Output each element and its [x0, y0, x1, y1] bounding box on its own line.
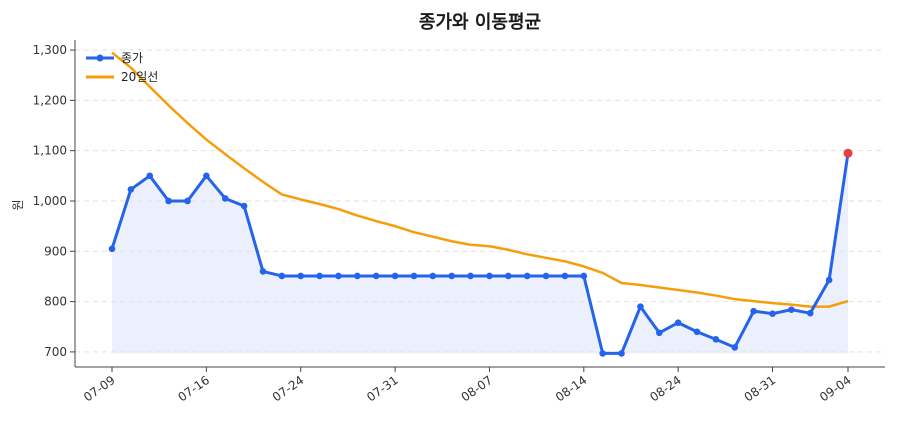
series-layer: [108, 51, 853, 357]
close-point: [825, 276, 833, 284]
y-axis-label: 원: [11, 199, 25, 210]
close-point: [561, 272, 569, 280]
close-point: [693, 328, 701, 336]
y-tick-label: 900: [44, 244, 67, 258]
close-point: [108, 245, 116, 253]
close-point: [599, 350, 606, 357]
close-point: [523, 272, 531, 280]
x-tick-label: 07-31: [364, 373, 401, 404]
x-tick-label: 07-09: [81, 373, 118, 404]
close-point: [259, 268, 267, 275]
close-point: [278, 272, 286, 280]
close-point: [580, 272, 588, 280]
close-point: [448, 272, 455, 280]
close-point: [240, 202, 248, 210]
close-point: [486, 272, 493, 280]
close-point: [769, 310, 776, 317]
fill-layer: [112, 153, 848, 354]
legend-label-close: 종가: [121, 51, 143, 65]
close-point: [731, 344, 739, 351]
x-tick-label: 09-04: [817, 373, 854, 404]
close-last-point: [843, 148, 853, 158]
x-tick-label: 07-24: [270, 373, 307, 404]
close-point: [372, 272, 380, 280]
close-point: [618, 350, 625, 357]
close-point: [806, 309, 814, 317]
ma20-line: [111, 51, 849, 308]
close-point: [542, 272, 550, 280]
y-tick-label: 800: [44, 295, 67, 309]
close-line: [110, 152, 850, 355]
close-point: [410, 272, 418, 280]
close-point: [184, 197, 191, 205]
close-point: [637, 303, 644, 310]
close-area-fill: [112, 153, 848, 354]
x-tick-label: 08-24: [647, 373, 684, 404]
close-point: [221, 195, 229, 202]
close-point: [165, 197, 172, 205]
y-tick-label: 1,200: [33, 93, 67, 107]
close-point: [391, 272, 399, 280]
close-point: [203, 172, 210, 180]
close-point: [505, 272, 512, 280]
close-point: [429, 272, 437, 280]
chart-title: 종가와 이동평균: [419, 12, 541, 33]
y-tick-label: 1,100: [33, 144, 67, 158]
legend: 종가 20일선: [86, 51, 158, 84]
close-point: [354, 272, 361, 280]
close-point: [750, 307, 757, 315]
x-tick-label: 08-14: [553, 373, 590, 404]
close-point: [297, 272, 305, 280]
y-tick-label: 700: [44, 345, 67, 359]
x-tick-label: 08-31: [742, 373, 779, 404]
y-tick-label: 1,000: [33, 194, 67, 208]
close-point: [788, 306, 795, 313]
close-point: [316, 272, 323, 280]
legend-label-ma20: 20일선: [121, 70, 158, 84]
x-tick-label: 07-16: [175, 373, 212, 404]
close-point: [127, 186, 135, 193]
close-point: [335, 272, 342, 280]
close-point: [467, 272, 474, 280]
close-point: [146, 172, 154, 180]
close-point: [655, 329, 663, 337]
close-point: [712, 336, 720, 343]
x-tick-label: 08-07: [459, 373, 496, 404]
y-tick-label: 1,300: [33, 43, 67, 57]
legend-marker-close: [96, 54, 104, 62]
close-point: [674, 319, 682, 327]
